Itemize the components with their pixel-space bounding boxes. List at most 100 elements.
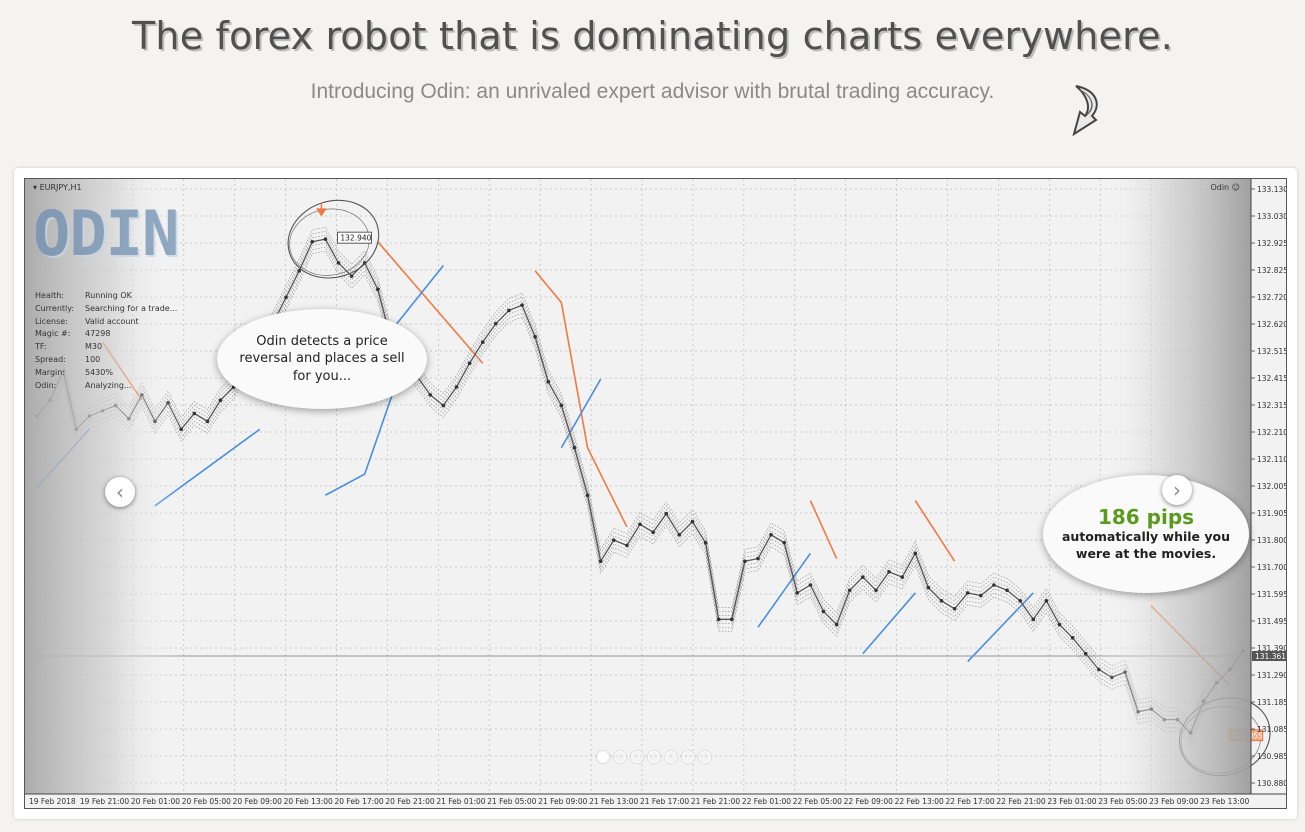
price-point (284, 295, 288, 300)
price-point (625, 543, 629, 548)
y-tick-label: 132.110 (1257, 455, 1287, 464)
status-value: 100 (85, 354, 101, 364)
price-point (638, 522, 642, 527)
status-value: M30 (85, 342, 103, 352)
price-point (677, 533, 682, 537)
price-point (1228, 667, 1232, 672)
slider-dot[interactable] (648, 751, 660, 763)
y-tick-label: 132.720 (1257, 293, 1287, 302)
status-row: TF: M30 (35, 342, 177, 355)
price-point (1123, 670, 1127, 674)
price-point (874, 588, 878, 593)
price-point (900, 575, 904, 579)
price-point (1031, 617, 1036, 622)
pips-value: 186 pips (1097, 505, 1195, 530)
y-tick-label: 131.290 (1257, 671, 1287, 680)
price-point (1136, 709, 1140, 714)
sell-signal-line (534, 270, 628, 528)
price-point (1175, 717, 1180, 722)
price-point (1018, 599, 1022, 603)
x-tick-label: 20 Feb 05:00 (182, 797, 231, 806)
slider-dot[interactable] (597, 751, 609, 763)
y-tick-label: 132.515 (1257, 347, 1287, 356)
price-point (153, 419, 157, 424)
price-point (979, 593, 983, 598)
y-tick-label: 132.825 (1257, 266, 1287, 275)
ea-text: Odin (1210, 183, 1230, 192)
y-tick-label: 131.595 (1257, 590, 1287, 599)
price-point (349, 274, 354, 278)
slider-prev-button[interactable]: ‹ (105, 477, 135, 507)
y-tick-label: 133.030 (1257, 212, 1287, 221)
callout-sell-text: Odin detects a price reversal and places… (239, 333, 405, 384)
status-row: Margin: 5430% (35, 368, 177, 381)
price-point (939, 599, 944, 603)
x-tick-label: 22 Feb 01:00 (742, 797, 791, 806)
x-tick-label: 23 Feb 13:00 (1200, 797, 1249, 806)
price-point (179, 427, 183, 432)
price-point (192, 411, 197, 416)
price-point (572, 445, 577, 450)
x-tick-label: 20 Feb 17:00 (335, 797, 384, 806)
x-tick-label: 21 Feb 13:00 (589, 797, 638, 806)
x-tick-label: 22 Feb 05:00 (793, 797, 842, 806)
price-point (716, 617, 721, 622)
price-point (166, 401, 170, 405)
buy-signal-line (154, 428, 261, 507)
x-tick-label: 22 Feb 09:00 (844, 797, 893, 806)
price-point (494, 321, 498, 326)
status-row: Currently: Searching for a trade... (35, 304, 177, 317)
price-point (1057, 622, 1062, 627)
status-key: Currently: (35, 303, 75, 313)
x-tick-label: 22 Feb 17:00 (946, 797, 995, 806)
price-point (74, 427, 79, 432)
x-tick-label: 20 Feb 01:00 (131, 797, 180, 806)
price-point (1044, 599, 1049, 603)
price-point (376, 287, 380, 292)
status-panel: Health: Running OK Currently: Searching for… (35, 291, 177, 393)
status-key: Odin: (35, 380, 57, 390)
slider-dot[interactable] (682, 751, 694, 763)
price-point (87, 414, 92, 418)
price-point (126, 416, 131, 421)
slider-dot[interactable] (614, 751, 626, 763)
ea-label: Odin ☺ (1210, 183, 1240, 192)
x-tick-label: 21 Feb 05:00 (487, 797, 536, 806)
price-point (795, 591, 800, 595)
pips-note: automatically while you were at the movi… (1061, 529, 1230, 561)
status-value: 47298 (85, 329, 111, 339)
price-point (729, 617, 734, 622)
x-tick-label: 22 Feb 13:00 (895, 797, 944, 806)
price-point (428, 393, 433, 397)
y-tick-label: 132.005 (1257, 482, 1287, 491)
current-price-tag (1252, 651, 1286, 662)
price-point (35, 414, 39, 418)
price-point (310, 240, 315, 244)
status-key: Health: (35, 291, 64, 300)
x-tick-label: 21 Feb 09:00 (538, 797, 587, 806)
price-point (1214, 680, 1219, 685)
x-tick-label: 20 Feb 21:00 (385, 797, 434, 806)
price-point (113, 403, 118, 408)
price-point (467, 361, 472, 366)
envelope-line (36, 242, 1244, 738)
hero-subtitle: Introducing Odin: an unrivaled expert ad… (310, 80, 995, 103)
slider-dot[interactable] (699, 751, 711, 763)
slider-dot[interactable] (631, 751, 643, 763)
price-point (821, 609, 826, 614)
x-tick-label: 23 Feb 05:00 (1098, 797, 1147, 806)
status-key: TF: (35, 342, 47, 352)
status-row: Magic #: 47298 (35, 329, 177, 342)
slider-dot[interactable] (665, 751, 677, 763)
price-point (834, 622, 839, 627)
symbol-text: EURJPY,H1 (39, 183, 82, 192)
hero-title: The forex robot that is dominating chart… (132, 14, 1173, 58)
y-tick-label: 132.620 (1257, 320, 1287, 329)
price-point (48, 398, 52, 402)
callout-bubble-pips: 186 pips automatically while you were at… (1043, 475, 1249, 593)
slider-next-button[interactable]: › (1162, 475, 1192, 505)
price-point (782, 540, 786, 545)
status-row: Health: Running OK (35, 291, 177, 304)
status-key: License: (35, 316, 68, 326)
y-tick-label: 130.985 (1257, 752, 1287, 761)
